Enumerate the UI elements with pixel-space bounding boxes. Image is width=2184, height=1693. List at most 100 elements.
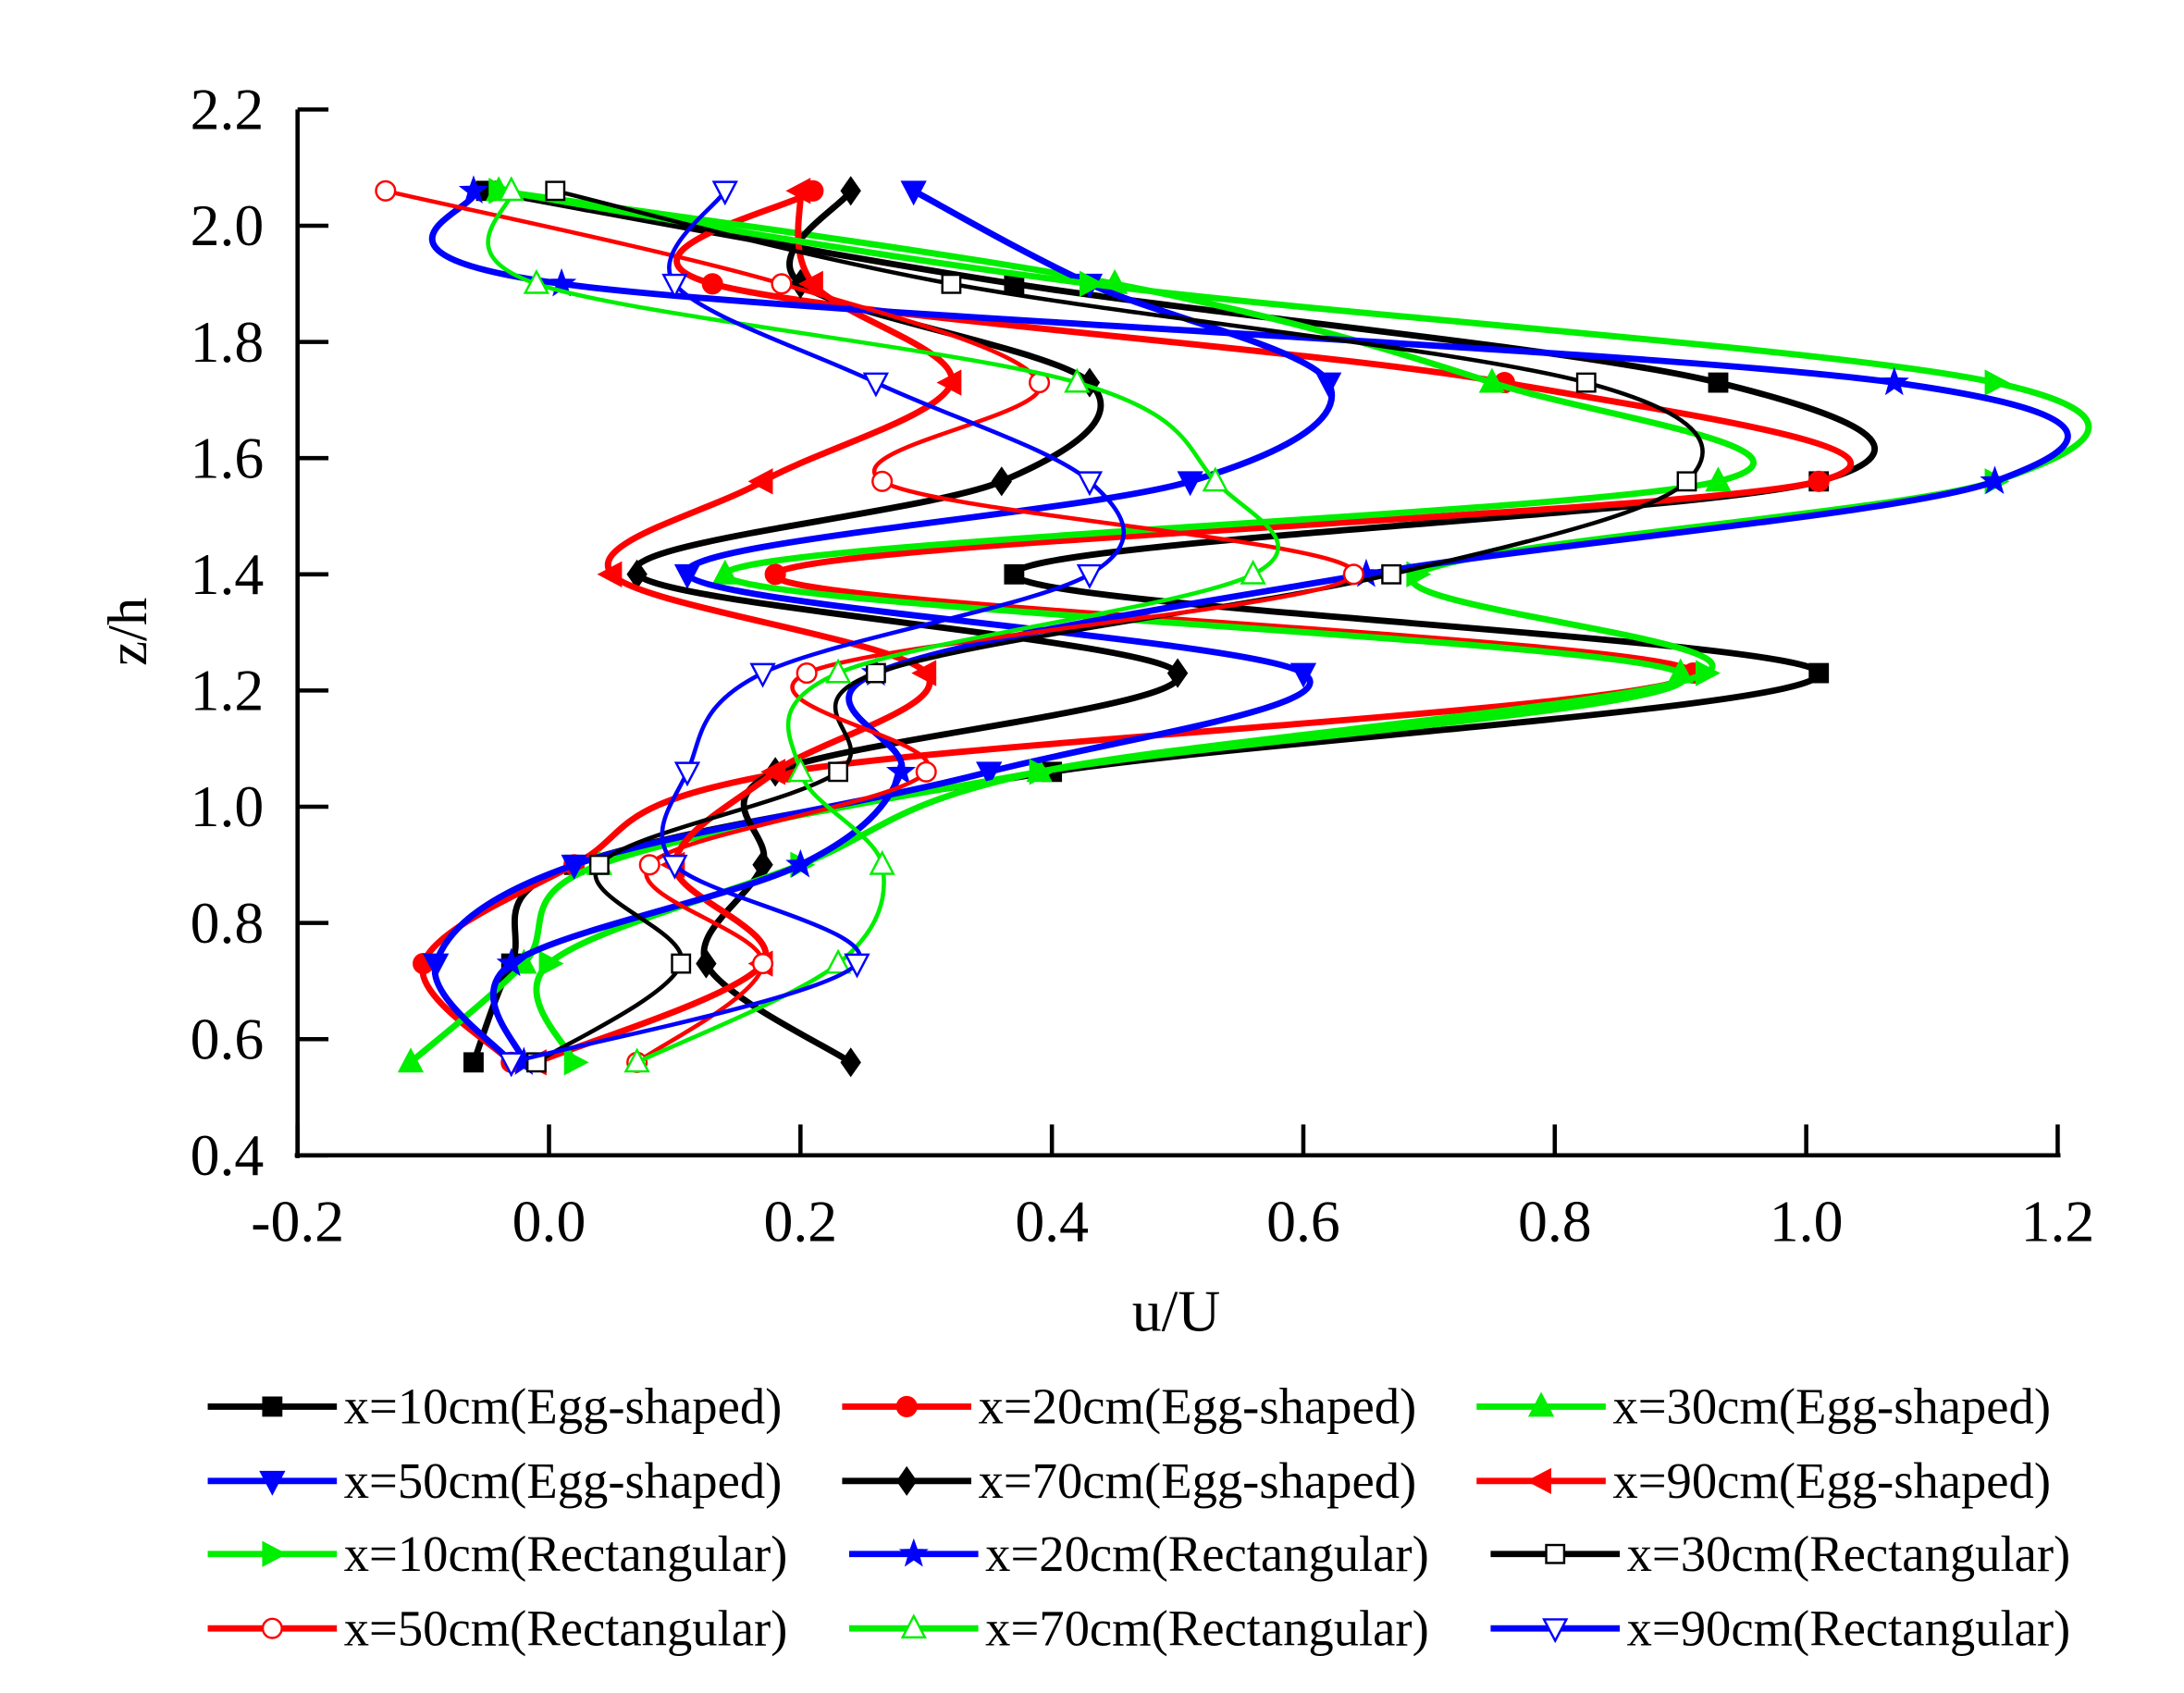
legend-label: x=20cm(Egg-shaped) — [979, 1378, 1417, 1435]
data-point-circle — [1342, 563, 1364, 586]
legend-item: x=10cm(Rectangular) — [207, 1526, 787, 1582]
data-point-star — [898, 1538, 929, 1567]
y-tick-label: 1.8 — [191, 309, 265, 375]
y-tick-label: 0.6 — [191, 1006, 265, 1071]
data-point-triangle-left — [597, 561, 623, 587]
series-line — [419, 188, 1854, 1065]
data-point-triangle-right — [563, 1049, 589, 1076]
data-point-triangle-down — [1542, 1618, 1569, 1644]
data-point-triangle-down — [1177, 471, 1203, 497]
data-point-circle — [895, 1395, 918, 1417]
data-point-triangle-up — [523, 268, 550, 294]
data-point-star — [1879, 366, 1909, 396]
x-axis-label: u/U — [1132, 1278, 1221, 1343]
data-point-triangle-down — [498, 1052, 524, 1078]
data-point-star — [885, 756, 917, 785]
y-tick-label: 0.8 — [191, 890, 265, 956]
data-point-square — [1381, 563, 1402, 585]
series-10 — [375, 179, 1364, 1073]
legend-label: x=30cm(Rectangular) — [1627, 1526, 2071, 1582]
x-tick-label: 0.4 — [1015, 1188, 1089, 1254]
data-point-triangle-up — [900, 1613, 927, 1639]
data-point-circle — [375, 179, 397, 202]
data-point-triangle-left — [785, 178, 811, 204]
series-2 — [413, 179, 1854, 1073]
data-point-triangle-down — [976, 761, 1003, 787]
x-tick-label: 0.0 — [512, 1188, 586, 1254]
y-tick-label: 0.4 — [191, 1122, 265, 1188]
data-point-square — [545, 180, 566, 202]
data-point-triangle-left — [760, 759, 786, 785]
data-point-triangle-up — [1527, 1391, 1555, 1417]
data-point-triangle-right — [1984, 369, 2010, 396]
data-point-triangle-up — [1202, 466, 1228, 492]
series-layer — [375, 175, 2092, 1078]
data-point-square — [671, 953, 692, 974]
data-point-circle — [871, 470, 894, 492]
data-point-triangle-left — [1526, 1467, 1551, 1494]
data-point-triangle-up — [1240, 559, 1266, 585]
data-point-square — [1708, 372, 1729, 393]
data-point-triangle-down — [900, 180, 927, 206]
legend-item: x=30cm(Egg-shaped) — [1476, 1378, 2051, 1435]
data-point-triangle-up — [824, 658, 852, 684]
y-tick-label: 1.0 — [191, 773, 265, 839]
data-point-circle — [1808, 470, 1830, 492]
series-12 — [498, 180, 1127, 1078]
data-point-square — [1676, 471, 1697, 492]
legend-label: x=30cm(Egg-shaped) — [1612, 1378, 2051, 1435]
data-point-circle — [915, 760, 937, 783]
data-point-circle — [771, 273, 793, 295]
data-point-triangle-down — [661, 854, 688, 880]
data-point-triangle-down — [259, 1470, 286, 1496]
series-11 — [486, 176, 1280, 1073]
data-point-triangle-up — [397, 1047, 425, 1073]
x-tick-label: 1.2 — [2021, 1188, 2095, 1254]
data-point-triangle-right — [1079, 270, 1104, 297]
legend-label: x=90cm(Egg-shaped) — [1612, 1452, 2051, 1509]
series-line — [511, 190, 1127, 1065]
data-point-triangle-right — [1029, 759, 1055, 785]
data-point-triangle-down — [862, 372, 890, 398]
data-point-triangle-down — [749, 662, 776, 688]
legend-item: x=50cm(Egg-shaped) — [207, 1452, 782, 1509]
data-point-star — [496, 947, 526, 977]
y-tick-label: 2.2 — [191, 77, 265, 142]
x-tick-label: 1.0 — [1770, 1188, 1844, 1254]
legend-item: x=70cm(Rectangular) — [848, 1600, 1429, 1656]
legend-label: x=10cm(Egg-shaped) — [344, 1378, 783, 1435]
y-tick-label: 1.6 — [191, 425, 265, 490]
y-tick-label: 2.0 — [191, 192, 265, 258]
legend-label: x=90cm(Rectangular) — [1627, 1600, 2071, 1656]
data-point-square — [1545, 1543, 1566, 1564]
y-tick-label: 1.2 — [191, 658, 265, 723]
legend-item: x=50cm(Rectangular) — [207, 1600, 787, 1656]
legend-item: x=70cm(Egg-shaped) — [842, 1452, 1416, 1509]
data-point-triangle-left — [911, 660, 937, 686]
data-point-triangle-up — [869, 849, 895, 875]
legend-item: x=20cm(Rectangular) — [848, 1526, 1429, 1582]
data-point-triangle-right — [1695, 660, 1721, 686]
data-point-triangle-down — [711, 180, 738, 206]
data-point-triangle-down — [1076, 471, 1104, 497]
series-line — [470, 187, 1878, 1064]
data-point-star — [458, 175, 489, 204]
data-point-triangle-up — [623, 1047, 650, 1073]
data-point-diamond — [1166, 658, 1189, 688]
data-point-triangle-up — [1064, 367, 1091, 393]
data-point-diamond — [991, 466, 1012, 497]
legend-item: x=30cm(Rectangular) — [1490, 1526, 2070, 1582]
data-point-triangle-up — [824, 948, 852, 974]
data-point-diamond — [840, 176, 861, 206]
data-point-star — [785, 848, 816, 878]
legend: x=10cm(Egg-shaped) x=20cm(Egg-shaped) x=30… — [207, 1378, 2070, 1656]
legend-item: x=90cm(Egg-shaped) — [1476, 1452, 2051, 1509]
data-point-square — [463, 1052, 484, 1073]
data-point-diamond — [696, 948, 717, 979]
data-point-triangle-down — [561, 854, 587, 880]
legend-item: x=90cm(Rectangular) — [1490, 1600, 2070, 1656]
data-point-square — [262, 1396, 283, 1417]
legend-label: x=70cm(Egg-shaped) — [979, 1452, 1417, 1509]
data-point-square — [941, 273, 962, 294]
